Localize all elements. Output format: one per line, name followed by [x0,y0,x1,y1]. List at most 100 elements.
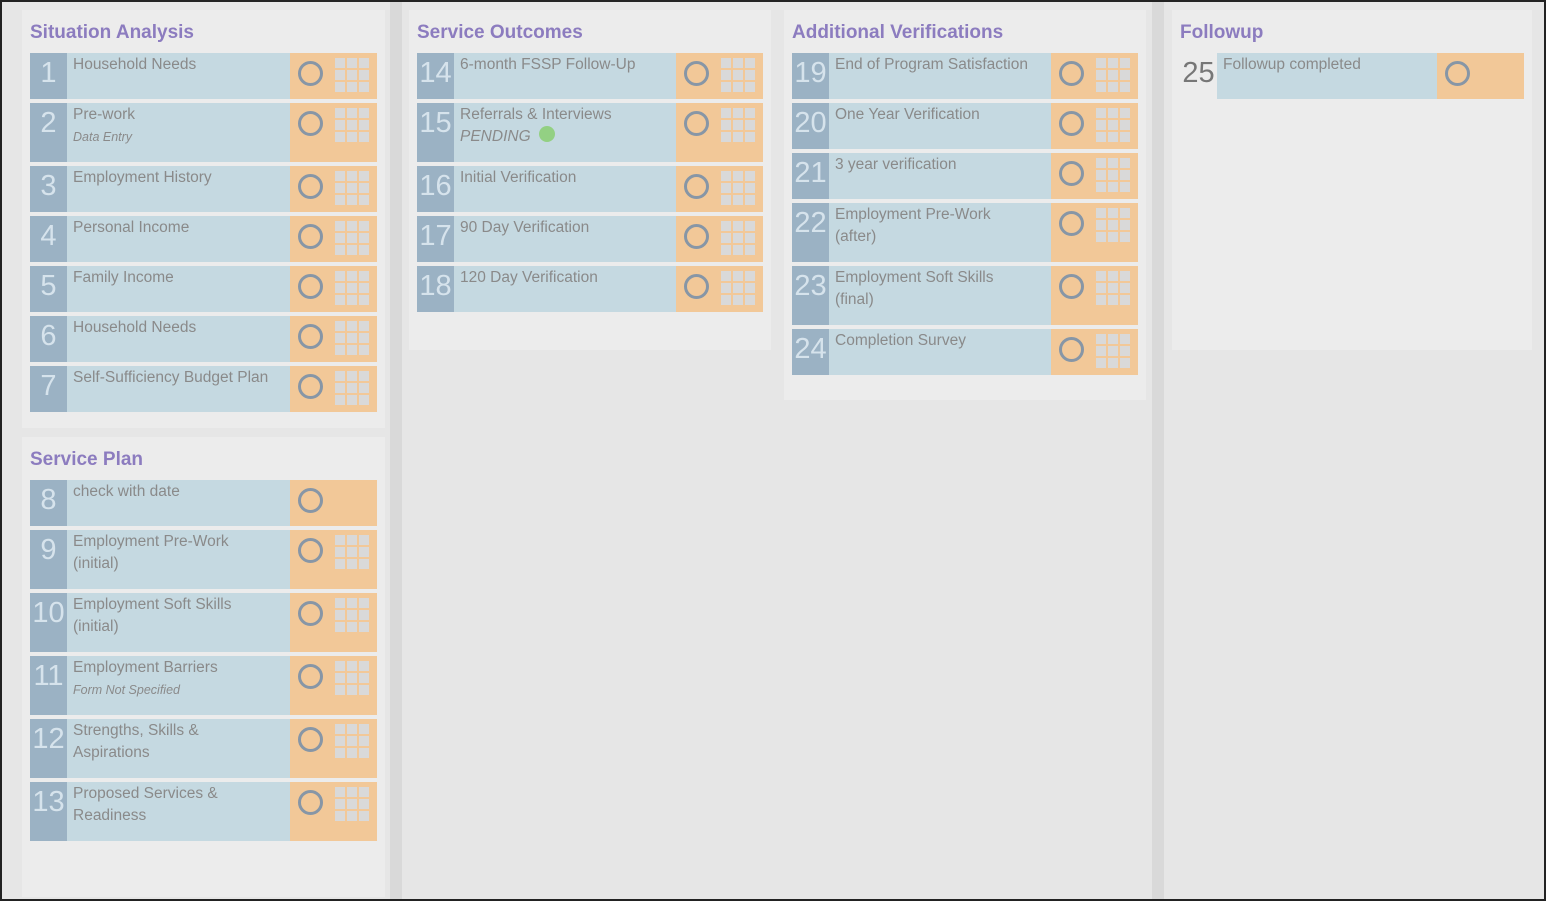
form-item[interactable]: 20 One Year Verification [792,103,1138,149]
status-circle[interactable] [684,61,709,86]
grid-cell [721,108,731,118]
form-item[interactable]: 6 Household Needs [30,316,377,362]
form-item[interactable]: 19 End of Program Satisfaction [792,53,1138,99]
status-circle[interactable] [1059,161,1084,186]
status-circle[interactable] [298,664,323,689]
item-number: 25 [1182,57,1215,89]
grid-icon[interactable] [335,787,369,821]
form-item[interactable]: 14 6-month FSSP Follow-Up [417,53,763,99]
grid-icon[interactable] [335,661,369,695]
status-circle[interactable] [1059,211,1084,236]
grid-icon[interactable] [335,371,369,405]
grid-cell [347,547,357,557]
form-item[interactable]: 10 Employment Soft Skills (initial) [30,593,377,652]
grid-icon[interactable] [1096,58,1130,92]
grid-icon[interactable] [721,108,755,142]
status-circle[interactable] [1059,337,1084,362]
status-circle[interactable] [298,601,323,626]
form-item[interactable]: 24 Completion Survey [792,329,1138,375]
item-actions [290,316,377,362]
form-item[interactable]: 18 120 Day Verification [417,266,763,312]
form-item[interactable]: 12 Strengths, Skills & Aspirations [30,719,377,778]
grid-cell [347,321,357,331]
grid-icon[interactable] [335,221,369,255]
grid-cell [721,245,731,255]
form-item[interactable]: 5 Family Income [30,266,377,312]
grid-cell [721,120,731,130]
grid-cell [745,233,755,243]
status-circle[interactable] [1059,61,1084,86]
status-circle[interactable] [298,790,323,815]
form-item[interactable]: 17 90 Day Verification [417,216,763,262]
form-item[interactable]: 3 Employment History [30,166,377,212]
grid-icon[interactable] [1096,271,1130,305]
status-circle[interactable] [298,274,323,299]
status-circle[interactable] [684,274,709,299]
status-circle[interactable] [1445,61,1470,86]
grid-cell [359,598,369,608]
section: Service Plan 8 check with date 9 Employment … [22,437,385,897]
grid-icon[interactable] [1096,334,1130,368]
grid-cell [745,271,755,281]
grid-icon[interactable] [335,724,369,758]
form-item[interactable]: 1 Household Needs [30,53,377,99]
status-circle[interactable] [298,538,323,563]
status-circle[interactable] [1059,111,1084,136]
grid-icon[interactable] [335,171,369,205]
status-circle[interactable] [684,174,709,199]
status-circle[interactable] [684,111,709,136]
form-item[interactable]: 23 Employment Soft Skills (final) [792,266,1138,325]
grid-icon[interactable] [1096,208,1130,242]
status-circle[interactable] [298,374,323,399]
form-item[interactable]: 8 check with date [30,480,377,526]
form-item[interactable]: 16 Initial Verification [417,166,763,212]
grid-icon[interactable] [335,321,369,355]
grid-cell [359,120,369,130]
form-item[interactable]: 22 Employment Pre-Work (after) [792,203,1138,262]
section: Additional Verifications 19 End of Program… [784,10,1146,400]
form-item[interactable]: 13 Proposed Services & Readiness [30,782,377,841]
form-item[interactable]: 15 Referrals & Interviews PENDING [417,103,763,162]
grid-icon[interactable] [335,271,369,305]
form-item[interactable]: 2 Pre-work Data Entry [30,103,377,162]
grid-icon[interactable] [721,171,755,205]
status-circle[interactable] [298,174,323,199]
label-line: Initial Verification [460,169,577,186]
grid-icon[interactable] [335,58,369,92]
form-item[interactable]: 4 Personal Income [30,216,377,262]
status-circle[interactable] [298,111,323,136]
status-circle[interactable] [298,324,323,349]
form-item[interactable]: 25 Followup completed [1180,53,1524,99]
form-item[interactable]: 9 Employment Pre-Work (initial) [30,530,377,589]
grid-cell [347,673,357,683]
label-line: (after) [835,228,877,245]
status-circle[interactable] [684,224,709,249]
form-item[interactable]: 11 Employment Barriers Form Not Specified [30,656,377,715]
grid-cell [335,799,345,809]
item-number: 3 [30,166,67,212]
status-circle[interactable] [1059,274,1084,299]
item-actions [1051,53,1138,99]
item-number: 16 [417,166,454,212]
item-number: 4 [30,216,67,262]
grid-icon[interactable] [721,58,755,92]
grid-icon[interactable] [335,108,369,142]
grid-cell [733,271,743,281]
status-circle[interactable] [298,224,323,249]
status-circle[interactable] [298,61,323,86]
grid-icon[interactable] [335,598,369,632]
status-circle[interactable] [298,488,323,513]
status-circle[interactable] [298,727,323,752]
grid-icon[interactable] [1096,108,1130,142]
grid-icon[interactable] [721,271,755,305]
form-item[interactable]: 21 3 year verification [792,153,1138,199]
grid-cell [359,271,369,281]
form-item[interactable]: 7 Self-Sufficiency Budget Plan [30,366,377,412]
grid-cell [335,787,345,797]
item-number: 22 [792,203,829,262]
grid-icon[interactable] [721,221,755,255]
grid-icon[interactable] [1096,158,1130,192]
grid-cell [347,610,357,620]
grid-icon[interactable] [335,535,369,569]
